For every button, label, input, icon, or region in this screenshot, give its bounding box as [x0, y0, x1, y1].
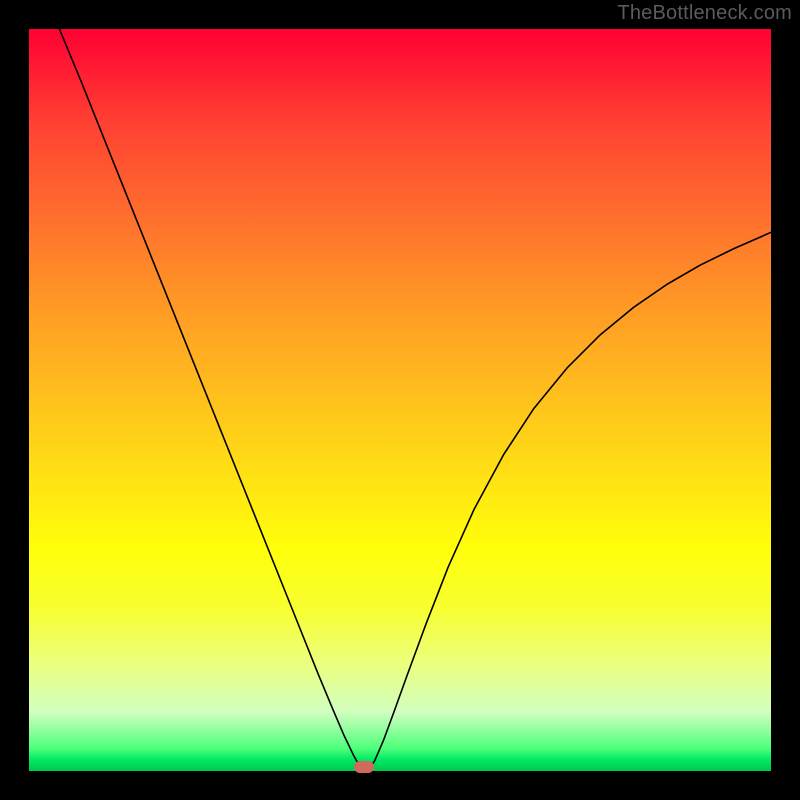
chart-svg-layer [0, 0, 800, 800]
watermark-text: TheBottleneck.com [617, 2, 792, 25]
curve-minimum-marker [354, 761, 374, 773]
chart-frame [0, 0, 800, 800]
bottleneck-curve [59, 29, 771, 771]
